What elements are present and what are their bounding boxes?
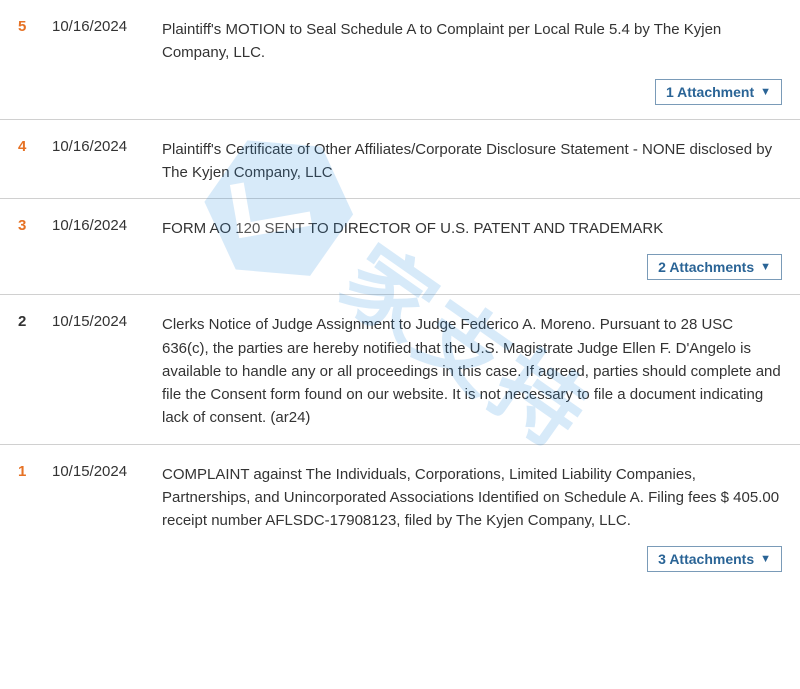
docket-row-main: 5 10/16/2024 Plaintiff's MOTION to Seal … — [18, 18, 782, 65]
attachment-wrap: 2 Attachments ▼ — [18, 254, 782, 280]
entry-date: 10/15/2024 — [52, 313, 148, 330]
chevron-down-icon: ▼ — [760, 261, 771, 273]
attachment-wrap: 1 Attachment ▼ — [18, 79, 782, 105]
attachment-wrap: 3 Attachments ▼ — [18, 546, 782, 572]
attachment-toggle-button[interactable]: 2 Attachments ▼ — [647, 254, 782, 280]
docket-row-main: 1 10/15/2024 COMPLAINT against The Indiv… — [18, 463, 782, 533]
entry-description: COMPLAINT against The Individuals, Corpo… — [162, 463, 782, 533]
docket-row: 1 10/15/2024 COMPLAINT against The Indiv… — [0, 444, 800, 587]
docket-list: 5 10/16/2024 Plaintiff's MOTION to Seal … — [0, 0, 800, 586]
entry-date: 10/16/2024 — [52, 18, 148, 35]
entry-number: 2 — [18, 313, 38, 330]
docket-row: 3 10/16/2024 FORM AO 120 SENT TO DIRECTO… — [0, 198, 800, 294]
docket-row-main: 3 10/16/2024 FORM AO 120 SENT TO DIRECTO… — [18, 217, 782, 240]
chevron-down-icon: ▼ — [760, 86, 771, 98]
attachment-label: 2 Attachments — [658, 259, 754, 275]
docket-row: 5 10/16/2024 Plaintiff's MOTION to Seal … — [0, 0, 800, 119]
entry-number: 5 — [18, 18, 38, 35]
entry-description: Clerks Notice of Judge Assignment to Jud… — [162, 313, 782, 429]
docket-row-main: 4 10/16/2024 Plaintiff's Certificate of … — [18, 138, 782, 185]
entry-description: Plaintiff's MOTION to Seal Schedule A to… — [162, 18, 782, 65]
attachment-toggle-button[interactable]: 1 Attachment ▼ — [655, 79, 782, 105]
docket-row: 2 10/15/2024 Clerks Notice of Judge Assi… — [0, 294, 800, 443]
chevron-down-icon: ▼ — [760, 553, 771, 565]
docket-row: 4 10/16/2024 Plaintiff's Certificate of … — [0, 119, 800, 199]
entry-number: 1 — [18, 463, 38, 480]
entry-description: FORM AO 120 SENT TO DIRECTOR OF U.S. PAT… — [162, 217, 782, 240]
entry-date: 10/16/2024 — [52, 217, 148, 234]
entry-description: Plaintiff's Certificate of Other Affilia… — [162, 138, 782, 185]
entry-date: 10/16/2024 — [52, 138, 148, 155]
attachment-label: 3 Attachments — [658, 551, 754, 567]
entry-number: 3 — [18, 217, 38, 234]
docket-row-main: 2 10/15/2024 Clerks Notice of Judge Assi… — [18, 313, 782, 429]
attachment-label: 1 Attachment — [666, 84, 754, 100]
entry-date: 10/15/2024 — [52, 463, 148, 480]
entry-number: 4 — [18, 138, 38, 155]
attachment-toggle-button[interactable]: 3 Attachments ▼ — [647, 546, 782, 572]
